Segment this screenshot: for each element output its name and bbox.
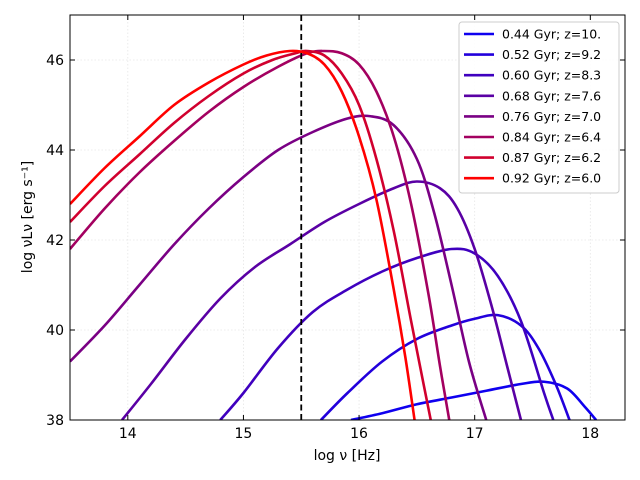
series-line <box>219 247 555 420</box>
x-tick-label: 18 <box>581 426 599 442</box>
y-tick-label: 38 <box>46 413 64 429</box>
x-tick-label: 15 <box>235 426 253 442</box>
legend-entry: 0.76 Gyr; z=7.0 <box>502 109 601 124</box>
series-line <box>319 313 571 420</box>
legend: 0.44 Gyr; z=10. 0.52 Gyr; z=9.2 0.60 Gyr; … <box>458 21 620 194</box>
series-line <box>350 380 598 420</box>
plot-frame <box>69 14 626 421</box>
legend-entry: 0.87 Gyr; z=6.2 <box>502 150 601 165</box>
series-line <box>70 49 451 420</box>
legend-box <box>458 21 620 194</box>
y-axis-label: log νLν [erg s⁻¹] <box>20 161 36 273</box>
series-line <box>70 49 433 420</box>
y-tick-label: 44 <box>46 143 64 159</box>
x-tick-label: 16 <box>350 426 368 442</box>
x-tick-label: 14 <box>119 426 137 442</box>
legend-entry: 0.92 Gyr; z=6.0 <box>502 171 601 186</box>
series-line <box>70 114 488 420</box>
legend-entry: 0.52 Gyr; z=9.2 <box>502 47 601 62</box>
series-line <box>121 180 523 420</box>
y-tick-label: 46 <box>46 53 64 69</box>
x-axis-label: log ν [Hz] <box>314 448 381 464</box>
series-line <box>70 49 416 420</box>
y-tick-label: 42 <box>46 233 64 249</box>
legend-entry: 0.84 Gyr; z=6.4 <box>502 130 601 145</box>
y-tick-label: 40 <box>46 323 64 339</box>
legend-entry: 0.44 Gyr; z=10. <box>502 27 601 42</box>
series-layer <box>70 49 598 420</box>
legend-entry: 0.68 Gyr; z=7.6 <box>502 88 601 103</box>
legend-entry: 0.60 Gyr; z=8.3 <box>502 68 601 83</box>
x-tick-label: 17 <box>466 426 484 442</box>
tick-layer: 14 15 16 17 18 38 40 42 44 46 <box>46 15 625 442</box>
